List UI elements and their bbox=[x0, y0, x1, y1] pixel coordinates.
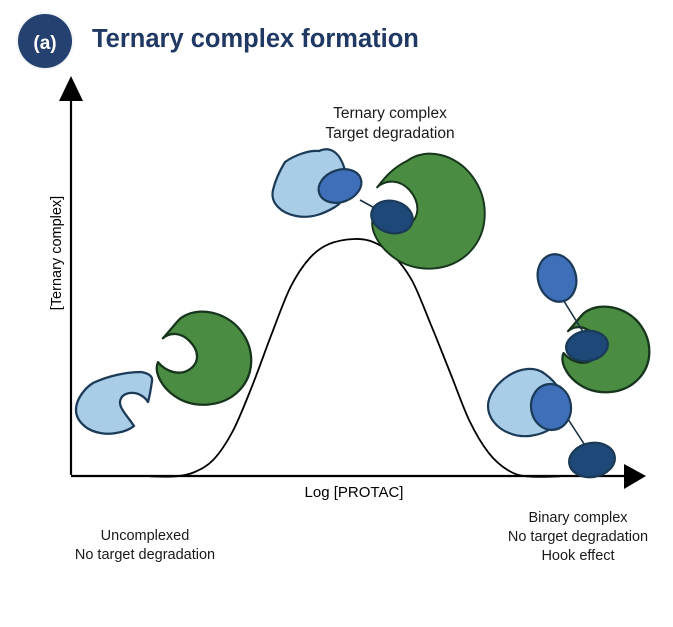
svg-text:(a): (a) bbox=[33, 33, 56, 54]
svg-text:Log [PROTAC]: Log [PROTAC] bbox=[305, 484, 404, 501]
svg-text:Hook effect: Hook effect bbox=[541, 548, 614, 564]
svg-text:No target degradation: No target degradation bbox=[508, 529, 648, 545]
svg-text:[Ternary complex]: [Ternary complex] bbox=[49, 196, 65, 310]
svg-text:Ternary complex: Ternary complex bbox=[333, 105, 447, 122]
svg-text:Uncomplexed: Uncomplexed bbox=[101, 528, 190, 544]
svg-text:Binary complex: Binary complex bbox=[528, 510, 628, 526]
svg-text:Target degradation: Target degradation bbox=[325, 125, 454, 142]
svg-text:Ternary complex formation: Ternary complex formation bbox=[92, 25, 419, 53]
svg-text:No target degradation: No target degradation bbox=[75, 547, 215, 563]
